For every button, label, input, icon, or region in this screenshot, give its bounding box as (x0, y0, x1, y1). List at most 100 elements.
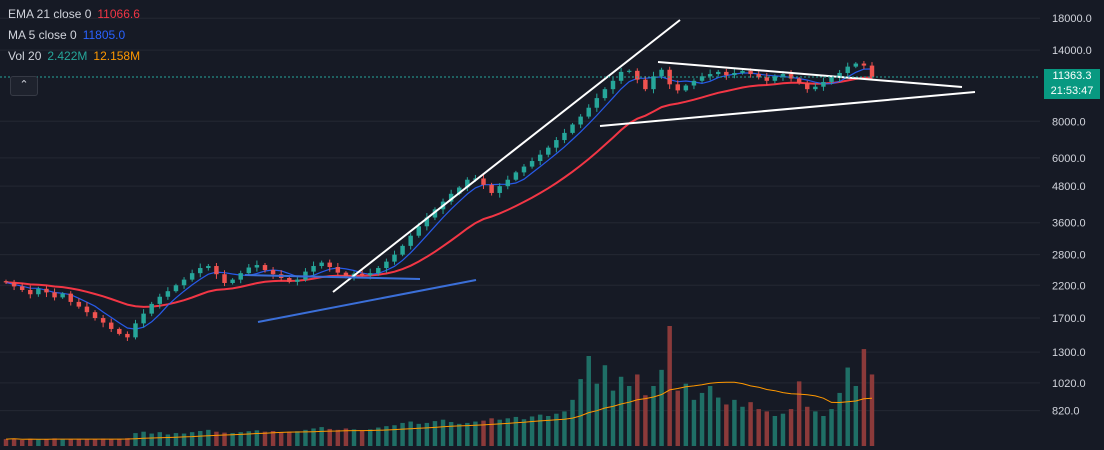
candle-body (869, 65, 875, 77)
candle-body (117, 328, 122, 334)
candle-body (92, 312, 98, 319)
volume-bar (100, 438, 106, 446)
candle-body (618, 71, 624, 81)
candle-body (108, 322, 114, 329)
candle-body (489, 184, 494, 193)
candle-body (270, 270, 276, 275)
candle-body (384, 261, 389, 269)
candle-body (610, 80, 616, 90)
volume-legend-value: 2.422M (47, 49, 88, 63)
volume-bar (367, 429, 373, 446)
candle-body (626, 70, 632, 72)
volume-legend-label: Vol 20 (8, 49, 42, 63)
price-axis-label: 2800.0 (1052, 250, 1086, 262)
candle-body (457, 187, 462, 194)
candle-body (740, 70, 745, 73)
volume-bar (618, 376, 624, 446)
volume-bar (764, 411, 770, 446)
candle-body (780, 74, 786, 77)
candle-body (586, 107, 591, 117)
price-axis-label: 18000.0 (1052, 13, 1092, 25)
volume-bar (643, 395, 648, 446)
collapse-legend-button[interactable]: ⌃ (10, 76, 38, 96)
volume-bar (198, 431, 203, 446)
volume-bar (222, 432, 227, 446)
trendline-drawings[interactable] (244, 19, 976, 323)
volume-legend-row[interactable]: Vol 20 2.422M 12.158M (8, 46, 140, 67)
volume-bar (351, 429, 357, 446)
candle-body (367, 273, 373, 276)
ema-legend-row[interactable]: EMA 21 close 0 11066.6 (8, 4, 140, 25)
price-axis[interactable]: 18000.0 14000.0 8000.0 6000.0 4800.0 3600.0 28… (1052, 13, 1092, 417)
volume-bar (537, 414, 543, 446)
volume-bar (335, 429, 341, 446)
volume-bar (683, 383, 689, 446)
candle-body (76, 301, 82, 307)
channel-upper-line[interactable] (244, 274, 421, 280)
candle-body (262, 265, 268, 271)
volume-bar (432, 421, 438, 446)
candle-body (675, 84, 680, 91)
volume-bar (84, 439, 90, 446)
chevron-up-icon: ⌃ (19, 79, 29, 91)
volume-bar (60, 439, 65, 446)
candle-body (570, 124, 575, 133)
candle-body (732, 72, 737, 76)
volume-bar (570, 399, 575, 446)
volume-bar (602, 365, 608, 446)
candle-body (481, 178, 486, 185)
candle-body (578, 116, 583, 125)
volume-bar (521, 419, 527, 446)
candle-body (254, 265, 260, 268)
volume-bar (626, 386, 632, 446)
candle-body (497, 186, 502, 193)
candle-body (724, 71, 729, 76)
volume-bar (529, 416, 535, 446)
candle-body (554, 140, 559, 148)
candle-body (756, 74, 761, 78)
volume-bar (165, 434, 171, 446)
ma-legend-row[interactable]: MA 5 close 0 11805.0 (8, 25, 140, 46)
triangle-lower-line[interactable] (599, 91, 976, 127)
ema-legend-label: EMA 21 close 0 (8, 7, 92, 21)
volume-bar (578, 379, 583, 446)
candle-body (327, 262, 332, 268)
candle-body (141, 313, 146, 324)
candle-body (3, 281, 9, 283)
candle-body (157, 296, 163, 304)
candle-body (165, 291, 171, 297)
volume-bar (869, 374, 875, 446)
triangle-upper-line[interactable] (657, 61, 963, 88)
candle-body (189, 273, 195, 280)
channel-lower-line[interactable] (257, 279, 477, 323)
volume-bar (181, 433, 187, 446)
candle-body (376, 268, 381, 274)
volume-bar (238, 432, 243, 446)
candle-body (473, 178, 478, 180)
volume-bar (189, 432, 195, 446)
volume-bar (303, 429, 308, 446)
volume-bar (416, 423, 421, 446)
volume-bar (440, 419, 446, 446)
candle-body (659, 69, 664, 77)
volume-bar (724, 404, 729, 446)
price-axis-label: 1020.0 (1052, 378, 1086, 390)
candle-body (311, 266, 316, 272)
volume-bar (837, 392, 842, 446)
price-axis-label: 820.0 (1052, 406, 1080, 418)
candle-body (465, 179, 470, 188)
volume-layer (3, 326, 875, 446)
price-axis-label: 6000.0 (1052, 153, 1086, 165)
candle-body (400, 245, 405, 255)
volume-bar (699, 392, 705, 446)
volume-bar (732, 399, 737, 446)
candle-body (432, 209, 438, 218)
candle-body (772, 76, 778, 81)
uptrend-line[interactable] (332, 19, 681, 293)
candle-body (513, 172, 519, 180)
volume-bar (108, 439, 114, 446)
candle-body (635, 70, 640, 80)
grid-layer (0, 17, 1040, 412)
